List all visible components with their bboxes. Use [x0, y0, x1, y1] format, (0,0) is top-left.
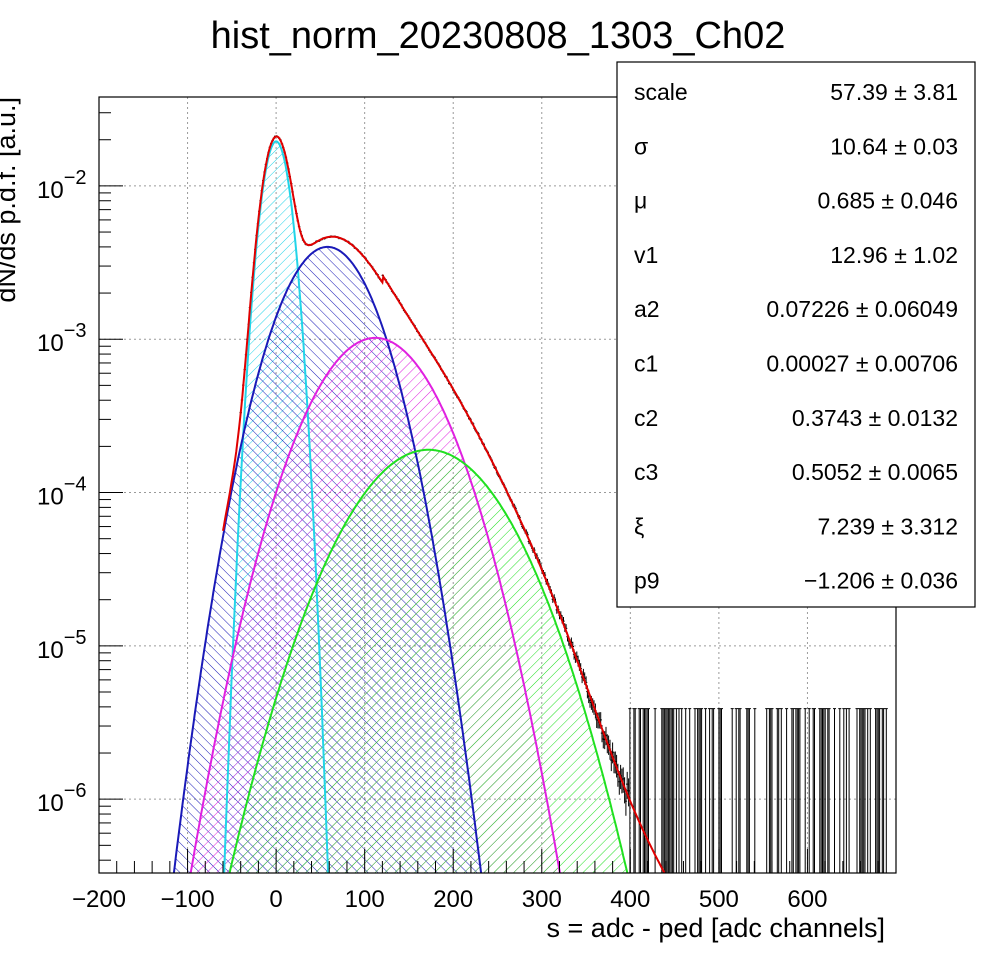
x-tick-label: 200 — [433, 886, 473, 913]
stat-name: a2 — [634, 296, 660, 322]
y-tick-label: 10−5 — [37, 627, 87, 664]
component-curve — [223, 140, 330, 873]
stat-name: p9 — [634, 568, 660, 594]
stats-box: scale 57.39 ± 3.81 σ 10.64 ± 0.03 μ 0.685 ± 0… — [616, 61, 976, 608]
stats-box-frame — [616, 61, 976, 608]
y-tick-labels: 10−6 10−5 10−4 10−3 10−2 — [37, 167, 87, 817]
axis-ticks — [98, 112, 897, 873]
x-tick-label: 500 — [699, 886, 739, 913]
stat-value: 10.64 ± 0.03 — [830, 133, 958, 159]
stat-value: 0.5052 ± 0.0065 — [792, 459, 958, 485]
stats-rows: scale 57.39 ± 3.81 σ 10.64 ± 0.03 μ 0.685 ± 0… — [634, 79, 958, 594]
stat-value: 7.239 ± 3.312 — [817, 513, 958, 539]
stat-name: c1 — [634, 351, 658, 377]
stat-name: ξ — [634, 513, 644, 539]
x-tick-label: 400 — [610, 886, 650, 913]
x-tick-label: −200 — [72, 886, 126, 913]
stat-name: σ — [634, 133, 648, 159]
stat-value: 0.685 ± 0.046 — [817, 188, 958, 214]
x-tick-label: 600 — [787, 886, 827, 913]
stat-name: c3 — [634, 459, 658, 485]
stat-name: scale — [634, 79, 688, 105]
stat-name: c2 — [634, 405, 658, 431]
x-tick-labels: −200 −100 0 100 200 300 400 500 600 — [72, 886, 827, 913]
component-curve — [189, 336, 561, 873]
component-curve — [172, 245, 483, 873]
total-fit-curve — [222, 135, 666, 873]
y-axis-title: dN/ds p.d.f. [a.u.] — [0, 97, 21, 303]
component-curve — [228, 448, 629, 873]
y-tick-label: 10−4 — [37, 474, 87, 511]
stat-value: 0.3743 ± 0.0132 — [792, 405, 958, 431]
stat-name: μ — [634, 188, 647, 214]
chart-title: hist_norm_20230808_1303_Ch02 — [211, 15, 786, 57]
y-tick-label: 10−3 — [37, 320, 87, 357]
fit-curves — [172, 135, 666, 873]
stat-value: 57.39 ± 3.81 — [830, 79, 958, 105]
stat-value: −1.206 ± 0.036 — [804, 568, 958, 594]
stat-value: 0.07226 ± 0.06049 — [766, 296, 958, 322]
x-tick-label: 300 — [522, 886, 562, 913]
stat-name: v1 — [634, 242, 658, 268]
x-tick-label: −100 — [161, 886, 215, 913]
y-tick-label: 10−2 — [37, 167, 87, 204]
stat-value: 12.96 ± 1.02 — [830, 242, 958, 268]
x-tick-label: 0 — [269, 886, 282, 913]
x-axis-title: s = adc - ped [adc channels] — [547, 913, 885, 943]
x-tick-label: 100 — [345, 886, 385, 913]
y-tick-label: 10−6 — [37, 780, 87, 817]
stat-value: 0.00027 ± 0.00706 — [766, 351, 958, 377]
